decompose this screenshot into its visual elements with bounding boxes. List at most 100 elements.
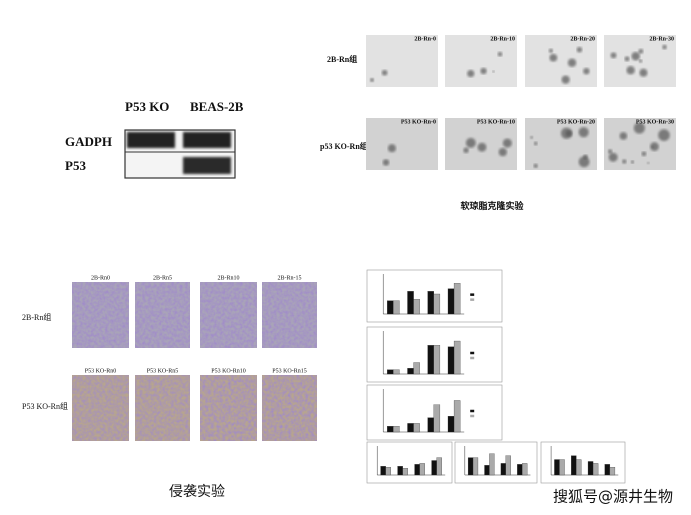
colony (549, 53, 558, 62)
colony (630, 160, 635, 164)
bar (447, 416, 455, 433)
legend-swatch (470, 356, 475, 360)
panel-label: P53 KO-Rn15 (272, 368, 307, 374)
panel-label: 2B-Rn-15 (278, 275, 302, 281)
bar (387, 300, 394, 315)
bar (387, 369, 394, 375)
invasion-image (72, 282, 129, 348)
bar (447, 288, 455, 315)
bar (587, 461, 594, 476)
bar (433, 345, 441, 375)
band (127, 132, 175, 148)
legend-swatch (470, 409, 475, 413)
colony (533, 141, 538, 146)
legend-swatch (470, 351, 475, 355)
colony-image (525, 35, 597, 87)
invasion-image (262, 282, 317, 348)
chart-frame (454, 441, 538, 484)
bar (592, 463, 599, 476)
bar (431, 460, 437, 476)
colony (633, 122, 645, 134)
bar (407, 423, 414, 433)
row-label: P53 KO-Rn组 (22, 401, 68, 411)
panel-label: P53 KO-Rn10 (211, 368, 246, 374)
colony (638, 48, 644, 54)
bar (397, 466, 403, 476)
colony (578, 127, 589, 138)
colony (387, 144, 397, 153)
row-label: 2B-Rn组 (22, 312, 51, 322)
colony (631, 51, 640, 61)
colony (369, 77, 375, 83)
panel-label: P53 KO-Rn-20 (557, 119, 595, 125)
legend-swatch (470, 293, 475, 296)
colony (576, 46, 583, 53)
colony (480, 67, 487, 75)
chart-frame (540, 441, 626, 484)
bar (484, 465, 490, 476)
bar (453, 283, 461, 315)
bar (407, 368, 414, 375)
bar (554, 459, 560, 476)
bar (559, 459, 565, 476)
caption: 软琼脂克隆实验 (460, 200, 524, 211)
colony (492, 70, 495, 73)
bar (387, 426, 394, 433)
bar (385, 467, 391, 476)
bar (505, 455, 511, 476)
colony (651, 145, 655, 149)
colony (662, 44, 667, 50)
band (183, 157, 231, 174)
panel-label: P53 KO-Rn-0 (401, 119, 436, 125)
colony (619, 132, 628, 140)
colony (561, 75, 570, 84)
colony (658, 129, 670, 141)
bar (604, 464, 611, 476)
colony (624, 56, 630, 62)
bar (393, 300, 400, 315)
band (183, 132, 231, 148)
panel-label: 2B-Rn0 (91, 275, 110, 281)
bar (436, 457, 442, 476)
column-label: P53 KO (125, 99, 169, 114)
bar (517, 464, 523, 476)
bar (427, 291, 434, 315)
row-label: GADPH (65, 134, 112, 149)
colony (498, 147, 507, 157)
caption: 侵袭实验 (169, 483, 225, 500)
colony (560, 127, 573, 139)
bar (407, 291, 414, 315)
colony (583, 154, 588, 160)
panel-label: P53 KO-Rn-10 (477, 119, 515, 125)
invasion-image (200, 282, 257, 348)
panel-label: 2B-Rn-10 (490, 36, 515, 42)
row-label: 2B-Rn组 (327, 54, 357, 64)
bar (571, 455, 577, 476)
colony (641, 151, 647, 157)
bar (433, 293, 441, 315)
bar (453, 340, 461, 375)
colony (567, 58, 577, 68)
panel-label: 2B-Rn-0 (414, 36, 436, 42)
colony (578, 156, 590, 168)
colony (639, 68, 648, 77)
panels: P53 KO BEAS-2B GADPH P53 2B-Rn组 2B-Rn-0 2B-Rn-… (22, 35, 676, 506)
bar (393, 369, 400, 375)
bar (427, 417, 434, 433)
invasion-image (135, 282, 190, 348)
panel-label: 2B-Rn-30 (649, 36, 674, 42)
colony (548, 48, 553, 53)
bar (489, 453, 495, 476)
colony (610, 52, 617, 59)
row-label: P53 (65, 158, 86, 173)
colony (467, 69, 475, 78)
colony (608, 152, 618, 162)
bar (427, 345, 434, 375)
colony (477, 142, 487, 152)
bar (413, 299, 420, 315)
bar (500, 463, 506, 476)
colony-image (366, 35, 438, 87)
colony (626, 66, 635, 75)
bar (380, 466, 386, 476)
